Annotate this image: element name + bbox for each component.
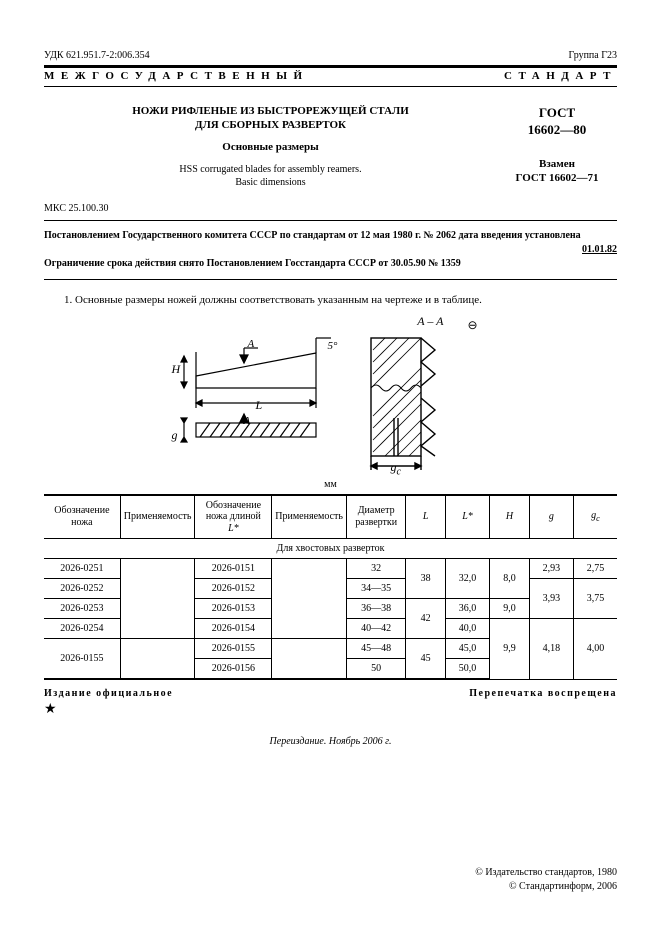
doc-title-line2: ДЛЯ СБОРНЫХ РАЗВЕРТОК xyxy=(195,119,346,131)
edition-official: Издание официальное xyxy=(44,688,173,699)
table-unit: мм xyxy=(44,479,617,490)
dim-H: H xyxy=(172,362,181,377)
col-applic1: Применяемость xyxy=(120,495,195,539)
gost-label: ГОСТ xyxy=(539,105,575,120)
gost-number: 16602—80 xyxy=(528,122,587,137)
replaces-number: ГОСТ 16602—71 xyxy=(516,172,599,184)
col-gc: gc xyxy=(573,495,617,539)
arrow-A-bot: A xyxy=(244,415,251,427)
col-dia: Диаметрразвертки xyxy=(346,495,405,539)
dim-gc: gc xyxy=(391,460,401,477)
decree-date: 01.01.82 xyxy=(44,244,617,255)
section-header: Для хвостовых разверток xyxy=(44,539,617,559)
doc-subtitle: Основные размеры xyxy=(222,141,318,153)
dimensions-table: Обозначение ножа Применяемость Обозначен… xyxy=(44,494,617,681)
col-Ls: L* xyxy=(445,495,489,539)
header-block: НОЖИ РИФЛЕНЫЕ ИЗ БЫСТРОРЕЖУЩЕЙ СТАЛИ ДЛЯ… xyxy=(44,105,617,189)
dim-L: L xyxy=(256,398,263,413)
top-codes: УДК 621.951.7-2:006.354 Группа Г23 xyxy=(44,50,617,61)
col-H: H xyxy=(489,495,529,539)
col-desig-Ls: Обозначение ножа длиной L* xyxy=(195,495,272,539)
mks-code: МКС 25.100.30 xyxy=(44,203,617,214)
col-desig: Обозначение ножа xyxy=(44,495,120,539)
no-reprint: Перепечатка воспрещена xyxy=(469,688,617,699)
decree-text-1: Постановлением Государственного комитета… xyxy=(44,229,617,243)
footer-line: Издание официальное Перепечатка воспреще… xyxy=(44,688,617,699)
group-code: Группа Г23 xyxy=(569,50,617,61)
paragraph-1: 1. Основные размеры ножей должны соответ… xyxy=(64,294,617,306)
section-label-AA: A – A xyxy=(417,314,443,329)
doc-title-en2: Basic dimensions xyxy=(235,177,305,188)
col-applic2: Применяемость xyxy=(272,495,347,539)
doc-title-en1: HSS corrugated blades for assembly reame… xyxy=(179,164,361,175)
dim-g: g xyxy=(172,428,178,443)
banner-title: МЕЖГОСУДАРСТВЕННЫЙ СТАНДАРТ xyxy=(44,68,617,86)
col-L: L xyxy=(406,495,446,539)
copyright-1: © Издательство стандартов, 1980 xyxy=(475,867,617,878)
rule-under-mks xyxy=(44,220,617,221)
copyright-2: © Стандартинформ, 2006 xyxy=(509,881,617,892)
reissue-note: Переиздание. Ноябрь 2006 г. xyxy=(44,736,617,747)
decree-text-2: Ограничение срока действия снято Постано… xyxy=(44,257,617,271)
copyright-block: © Издательство стандартов, 1980 © Станда… xyxy=(475,866,617,894)
section-symbol: ⊖ xyxy=(467,318,477,333)
col-g: g xyxy=(529,495,573,539)
angle-label: 5° xyxy=(328,340,338,352)
rule-under-banner xyxy=(44,86,617,87)
table-row: 2026-0251 2026-0151 32 38 32,0 8,0 2,93 … xyxy=(44,559,617,579)
udk-code: УДК 621.951.7-2:006.354 xyxy=(44,50,150,61)
doc-title-line1: НОЖИ РИФЛЕНЫЕ ИЗ БЫСТРОРЕЖУЩЕЙ СТАЛИ xyxy=(132,105,409,117)
technical-drawing: A – A ⊖ 5° L H g gc A A xyxy=(166,318,496,473)
rule-under-decree xyxy=(44,279,617,280)
arrow-A-top: A xyxy=(248,338,255,350)
replaces-label: Взамен xyxy=(539,158,575,170)
star-icon: ★ xyxy=(44,701,617,718)
